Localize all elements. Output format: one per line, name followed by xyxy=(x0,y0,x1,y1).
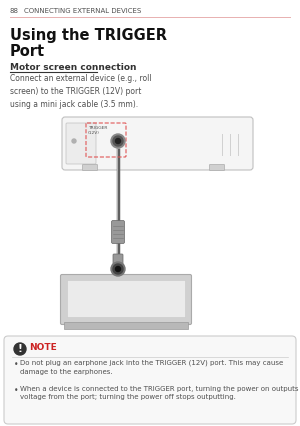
Text: •: • xyxy=(14,360,19,369)
Bar xyxy=(64,322,188,329)
FancyBboxPatch shape xyxy=(61,274,191,325)
FancyBboxPatch shape xyxy=(62,117,253,170)
Text: TRIGGER
(12V): TRIGGER (12V) xyxy=(88,126,107,135)
Bar xyxy=(67,280,185,317)
FancyBboxPatch shape xyxy=(209,164,224,170)
Text: NOTE: NOTE xyxy=(29,343,57,352)
Text: When a device is connected to the TRIGGER port, turning the power on outputs
vol: When a device is connected to the TRIGGE… xyxy=(20,386,298,400)
Text: Motor screen connection: Motor screen connection xyxy=(10,63,136,72)
FancyBboxPatch shape xyxy=(113,254,123,269)
Text: •: • xyxy=(14,386,19,395)
FancyBboxPatch shape xyxy=(66,123,96,164)
Circle shape xyxy=(14,343,26,355)
Text: !: ! xyxy=(18,343,22,354)
FancyBboxPatch shape xyxy=(82,164,98,170)
Circle shape xyxy=(113,136,123,146)
Text: Do not plug an earphone jack into the TRIGGER (12V) port. This may cause
damage : Do not plug an earphone jack into the TR… xyxy=(20,360,283,375)
FancyBboxPatch shape xyxy=(112,221,124,244)
Text: Using the TRIGGER: Using the TRIGGER xyxy=(10,28,167,43)
Circle shape xyxy=(116,138,121,144)
Circle shape xyxy=(113,264,123,274)
FancyBboxPatch shape xyxy=(4,336,296,424)
Text: Connect an external device (e.g., roll
screen) to the TRIGGER (12V) port
using a: Connect an external device (e.g., roll s… xyxy=(10,74,152,109)
Circle shape xyxy=(116,267,121,271)
Circle shape xyxy=(72,139,76,143)
Circle shape xyxy=(111,262,125,276)
Circle shape xyxy=(111,134,125,148)
Text: 88: 88 xyxy=(10,8,19,14)
Text: CONNECTING EXTERNAL DEVICES: CONNECTING EXTERNAL DEVICES xyxy=(24,8,141,14)
Text: Port: Port xyxy=(10,44,45,59)
